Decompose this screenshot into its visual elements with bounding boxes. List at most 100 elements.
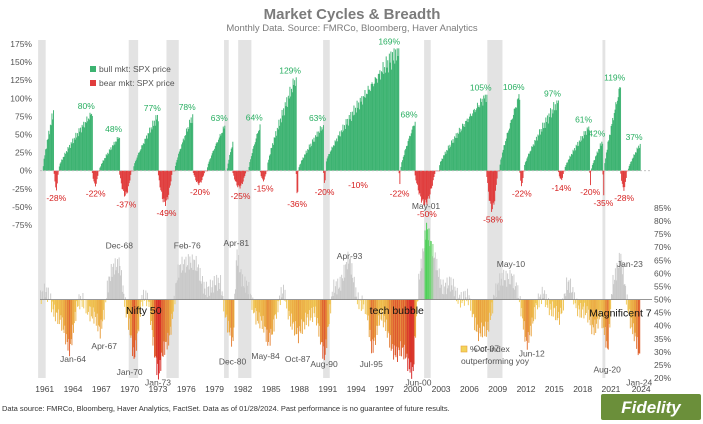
breadth-bar — [224, 299, 226, 318]
breadth-bar — [554, 299, 556, 308]
breadth-bar — [389, 299, 391, 348]
breadth-bar — [520, 299, 522, 317]
x-tick-1976: 1976 — [177, 384, 196, 394]
bull-bar — [545, 117, 547, 171]
bull-bar — [155, 115, 157, 171]
breadth-bar — [485, 299, 487, 322]
bull-bar — [108, 149, 110, 171]
breadth-bar — [404, 299, 406, 345]
breadth-bar — [294, 299, 295, 336]
breadth-bar — [280, 287, 282, 300]
bear-bar — [247, 170, 249, 172]
bull-bar — [633, 154, 635, 171]
bull-bar — [481, 98, 483, 171]
breadth-bar — [621, 274, 623, 300]
bull-bar — [547, 123, 549, 171]
breadth-bar — [467, 288, 468, 300]
bull-bar — [602, 143, 604, 171]
breadth-bar — [523, 299, 525, 322]
breadth-bar — [178, 277, 180, 300]
bull-bar — [528, 153, 530, 171]
bear-bar — [296, 170, 298, 194]
bear-bar — [323, 170, 325, 173]
breadth-bar — [372, 299, 374, 353]
breadth-bar — [73, 299, 74, 333]
breadth-bar — [515, 286, 516, 300]
breadth-bar — [216, 274, 218, 300]
breadth-bar — [395, 299, 397, 358]
bull-bar — [210, 158, 212, 171]
bull-bar — [151, 129, 153, 171]
bull-bar — [530, 150, 532, 171]
bull-bar — [220, 135, 222, 171]
breadth-bar — [109, 281, 111, 300]
bear-bar — [196, 170, 198, 182]
breadth-bar — [272, 299, 273, 335]
bull-bar — [154, 125, 156, 171]
bear-bar — [238, 170, 240, 187]
breadth-bar — [419, 279, 421, 300]
breadth-bar — [540, 299, 542, 305]
breadth-bar — [639, 299, 641, 354]
bull-bar — [368, 89, 370, 171]
bull-bar — [80, 127, 82, 171]
bull-bar — [146, 135, 147, 171]
bull-bar — [80, 132, 82, 171]
breadth-bar — [140, 299, 142, 302]
breadth-bar — [607, 299, 608, 349]
breadth-bar — [390, 299, 392, 351]
bull-bar — [539, 129, 541, 171]
breadth-label-jun-00: Jun-00 — [405, 377, 431, 387]
breadth-bar — [546, 299, 548, 305]
breadth-bar — [239, 272, 241, 300]
breadth-bar — [418, 273, 420, 300]
breadth-bar — [605, 299, 607, 348]
breadth-bar — [112, 266, 114, 300]
breadth-bar — [258, 299, 260, 313]
breadth-bar — [235, 260, 237, 300]
bull-bar — [537, 134, 539, 171]
bull-label-68: 68% — [400, 109, 417, 119]
bear-bar — [96, 170, 98, 180]
breadth-bar — [572, 287, 574, 300]
breadth-bar — [185, 256, 187, 300]
bear-bar — [169, 170, 171, 186]
breadth-bar — [232, 299, 234, 342]
breadth-bar — [154, 299, 155, 358]
breadth-bar — [420, 258, 422, 300]
bull-bar — [610, 125, 612, 171]
bull-bar — [319, 126, 321, 171]
bull-bar — [454, 136, 456, 171]
bear-bar — [495, 170, 496, 191]
breadth-bar — [616, 262, 618, 300]
breadth-bar — [168, 299, 170, 346]
breadth-bar — [402, 299, 404, 348]
bear-bar — [428, 170, 429, 197]
bull-bar — [43, 158, 45, 171]
bull-bar — [377, 73, 379, 171]
bull-bar — [450, 146, 452, 171]
bear-bar — [627, 170, 629, 172]
breadth-bar — [95, 299, 97, 326]
breadth-bar — [625, 299, 627, 305]
breadth-bar — [206, 297, 208, 300]
bull-bar — [153, 125, 155, 171]
breadth-bar — [297, 299, 299, 328]
bull-bar — [289, 86, 291, 171]
breadth-bar — [350, 274, 352, 300]
bull-bar — [284, 102, 286, 171]
bear-bar — [558, 170, 560, 173]
breadth-bar — [180, 272, 182, 300]
breadth-bar — [105, 299, 107, 303]
bull-bar — [499, 164, 501, 171]
bull-bar — [177, 157, 179, 171]
bull-bar — [370, 84, 372, 171]
bull-bar — [219, 133, 221, 171]
bull-bar — [500, 159, 502, 171]
bull-bar — [229, 154, 231, 171]
era-label-tech-bubble: tech bubble — [370, 305, 424, 317]
bull-bar — [306, 152, 308, 171]
bull-bar — [384, 72, 386, 171]
bull-bar — [308, 149, 309, 171]
breadth-bar — [367, 299, 369, 316]
